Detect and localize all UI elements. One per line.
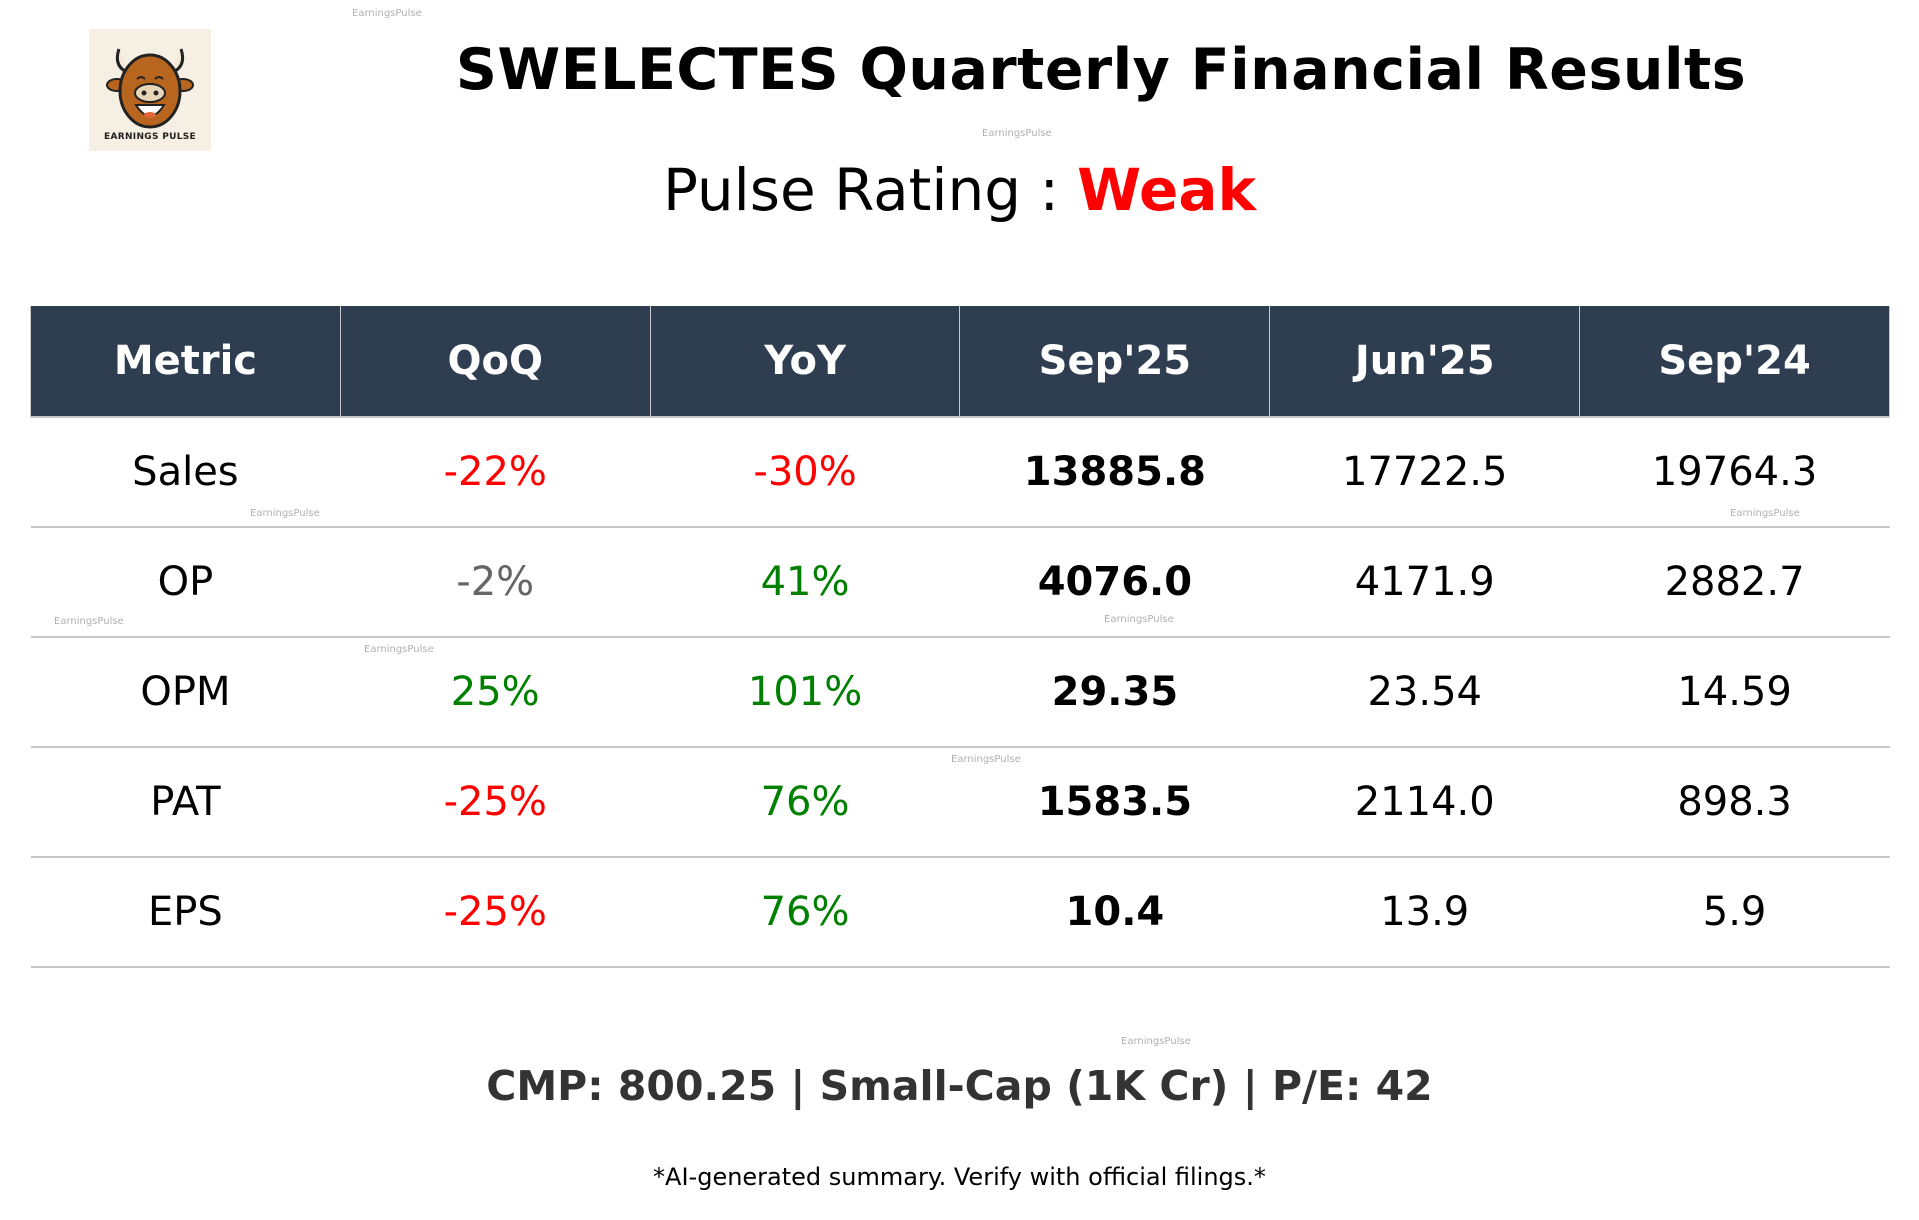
- column-header-sep24: Sep'24: [1579, 306, 1890, 417]
- bull-icon: [106, 48, 194, 129]
- cell-sep24: 5.9: [1579, 857, 1890, 968]
- disclaimer: *AI-generated summary. Verify with offic…: [653, 1163, 1266, 1191]
- cell-qoq: -22%: [340, 417, 651, 528]
- cell-sep25: 13885.8: [959, 417, 1270, 528]
- watermark: EarningsPulse: [1730, 508, 1800, 519]
- cell-jun25: 2114.0: [1269, 747, 1580, 858]
- cell-metric: OPM: [30, 637, 341, 748]
- cell-qoq: -25%: [340, 857, 651, 968]
- cell-yoy: 41%: [650, 527, 960, 638]
- cell-metric: EPS: [30, 857, 341, 968]
- table-row: OPM 25% 101% 29.35 23.54 14.59: [30, 637, 1890, 748]
- cell-jun25: 13.9: [1269, 857, 1580, 968]
- cell-qoq: -2%: [340, 527, 651, 638]
- watermark: EarningsPulse: [364, 644, 434, 655]
- cell-metric: OP: [30, 527, 341, 638]
- watermark: EarningsPulse: [250, 508, 320, 519]
- cell-sep24: 2882.7: [1579, 527, 1890, 638]
- cell-yoy: 101%: [650, 637, 960, 748]
- column-header-jun25: Jun'25: [1269, 306, 1581, 417]
- logo-text: EARNINGS PULSE: [104, 132, 196, 142]
- cell-yoy: 76%: [650, 747, 960, 858]
- earnings-pulse-logo: EARNINGS PULSE: [89, 29, 211, 151]
- watermark: EarningsPulse: [54, 616, 124, 627]
- watermark: EarningsPulse: [352, 8, 422, 19]
- table-row: EPS -25% 76% 10.4 13.9 5.9: [30, 857, 1890, 968]
- watermark: EarningsPulse: [982, 128, 1052, 139]
- pulse-rating: Pulse Rating : Weak: [0, 155, 1919, 225]
- cell-qoq: -25%: [340, 747, 651, 858]
- watermark: EarningsPulse: [1121, 1036, 1191, 1047]
- column-header-sep25: Sep'25: [959, 306, 1271, 417]
- cell-sep25: 10.4: [959, 857, 1270, 968]
- cell-jun25: 23.54: [1269, 637, 1580, 748]
- table-header-row: Metric QoQ YoY Sep'25 Jun'25 Sep'24: [30, 306, 1890, 417]
- pulse-rating-value: Weak: [1077, 156, 1257, 224]
- cell-sep24: 898.3: [1579, 747, 1890, 858]
- page-title: SWELECTES Quarterly Financial Results: [455, 37, 1747, 103]
- cell-sep25: 1583.5: [959, 747, 1270, 858]
- column-header-yoy: YoY: [649, 306, 961, 417]
- market-summary: CMP: 800.25 | Small-Cap (1K Cr) | P/E: 4…: [486, 1062, 1433, 1110]
- cell-metric: PAT: [30, 747, 341, 858]
- cell-sep24: 19764.3: [1579, 417, 1890, 528]
- column-header-metric: Metric: [30, 306, 341, 417]
- cell-yoy: 76%: [650, 857, 960, 968]
- table-row: OP -2% 41% 4076.0 4171.9 2882.7: [30, 527, 1890, 638]
- cell-sep25: 29.35: [959, 637, 1270, 748]
- cell-qoq: 25%: [340, 637, 651, 748]
- watermark: EarningsPulse: [951, 754, 1021, 765]
- cell-metric: Sales: [30, 417, 341, 528]
- cell-sep25: 4076.0: [959, 527, 1270, 638]
- pulse-rating-label: Pulse Rating :: [662, 156, 1060, 224]
- cell-yoy: -30%: [650, 417, 960, 528]
- column-header-qoq: QoQ: [339, 306, 651, 417]
- cell-jun25: 4171.9: [1269, 527, 1580, 638]
- table-row: PAT -25% 76% 1583.5 2114.0 898.3: [30, 747, 1890, 858]
- cell-sep24: 14.59: [1579, 637, 1890, 748]
- table-row: Sales -22% -30% 13885.8 17722.5 19764.3: [30, 417, 1890, 528]
- cell-jun25: 17722.5: [1269, 417, 1580, 528]
- results-table: Metric QoQ YoY Sep'25 Jun'25 Sep'24 Sale…: [30, 306, 1890, 968]
- watermark: EarningsPulse: [1104, 614, 1174, 625]
